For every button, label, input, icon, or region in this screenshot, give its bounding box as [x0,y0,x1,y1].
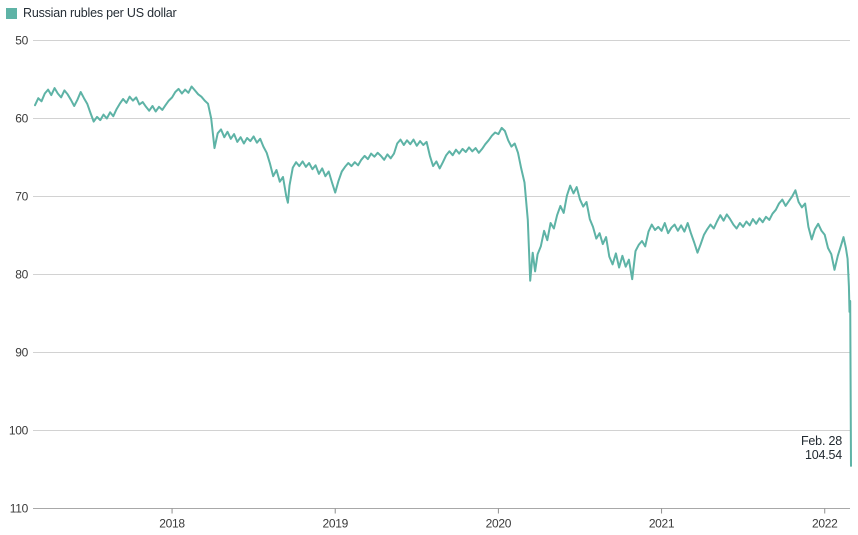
x-axis-label-2021: 2021 [649,517,675,531]
y-axis-label-80: 80 [15,268,28,282]
x-axis-label-2019: 2019 [322,517,348,531]
legend-label: Russian rubles per US dollar [23,6,177,20]
exchange-rate-line [34,85,852,467]
y-axis-label-50: 50 [15,34,28,48]
y-axis-label-70: 70 [15,190,28,204]
legend-swatch-icon [6,7,17,19]
y-axis-label-110: 110 [10,502,29,516]
x-axis-label-2020: 2020 [486,517,512,531]
y-axis-label-100: 100 [9,424,29,438]
y-axis-label-60: 60 [15,112,28,126]
annotation-value: 104.54 [804,448,842,462]
legend: Russian rubles per US dollar [6,6,177,20]
annotation-date: Feb. 28 [801,434,842,448]
x-axis-label-2018: 2018 [159,517,185,531]
x-axis-label-2022: 2022 [812,517,838,531]
y-axis-label-90: 90 [15,346,28,360]
last-point-annotation: Feb. 28 104.54 [801,434,842,462]
